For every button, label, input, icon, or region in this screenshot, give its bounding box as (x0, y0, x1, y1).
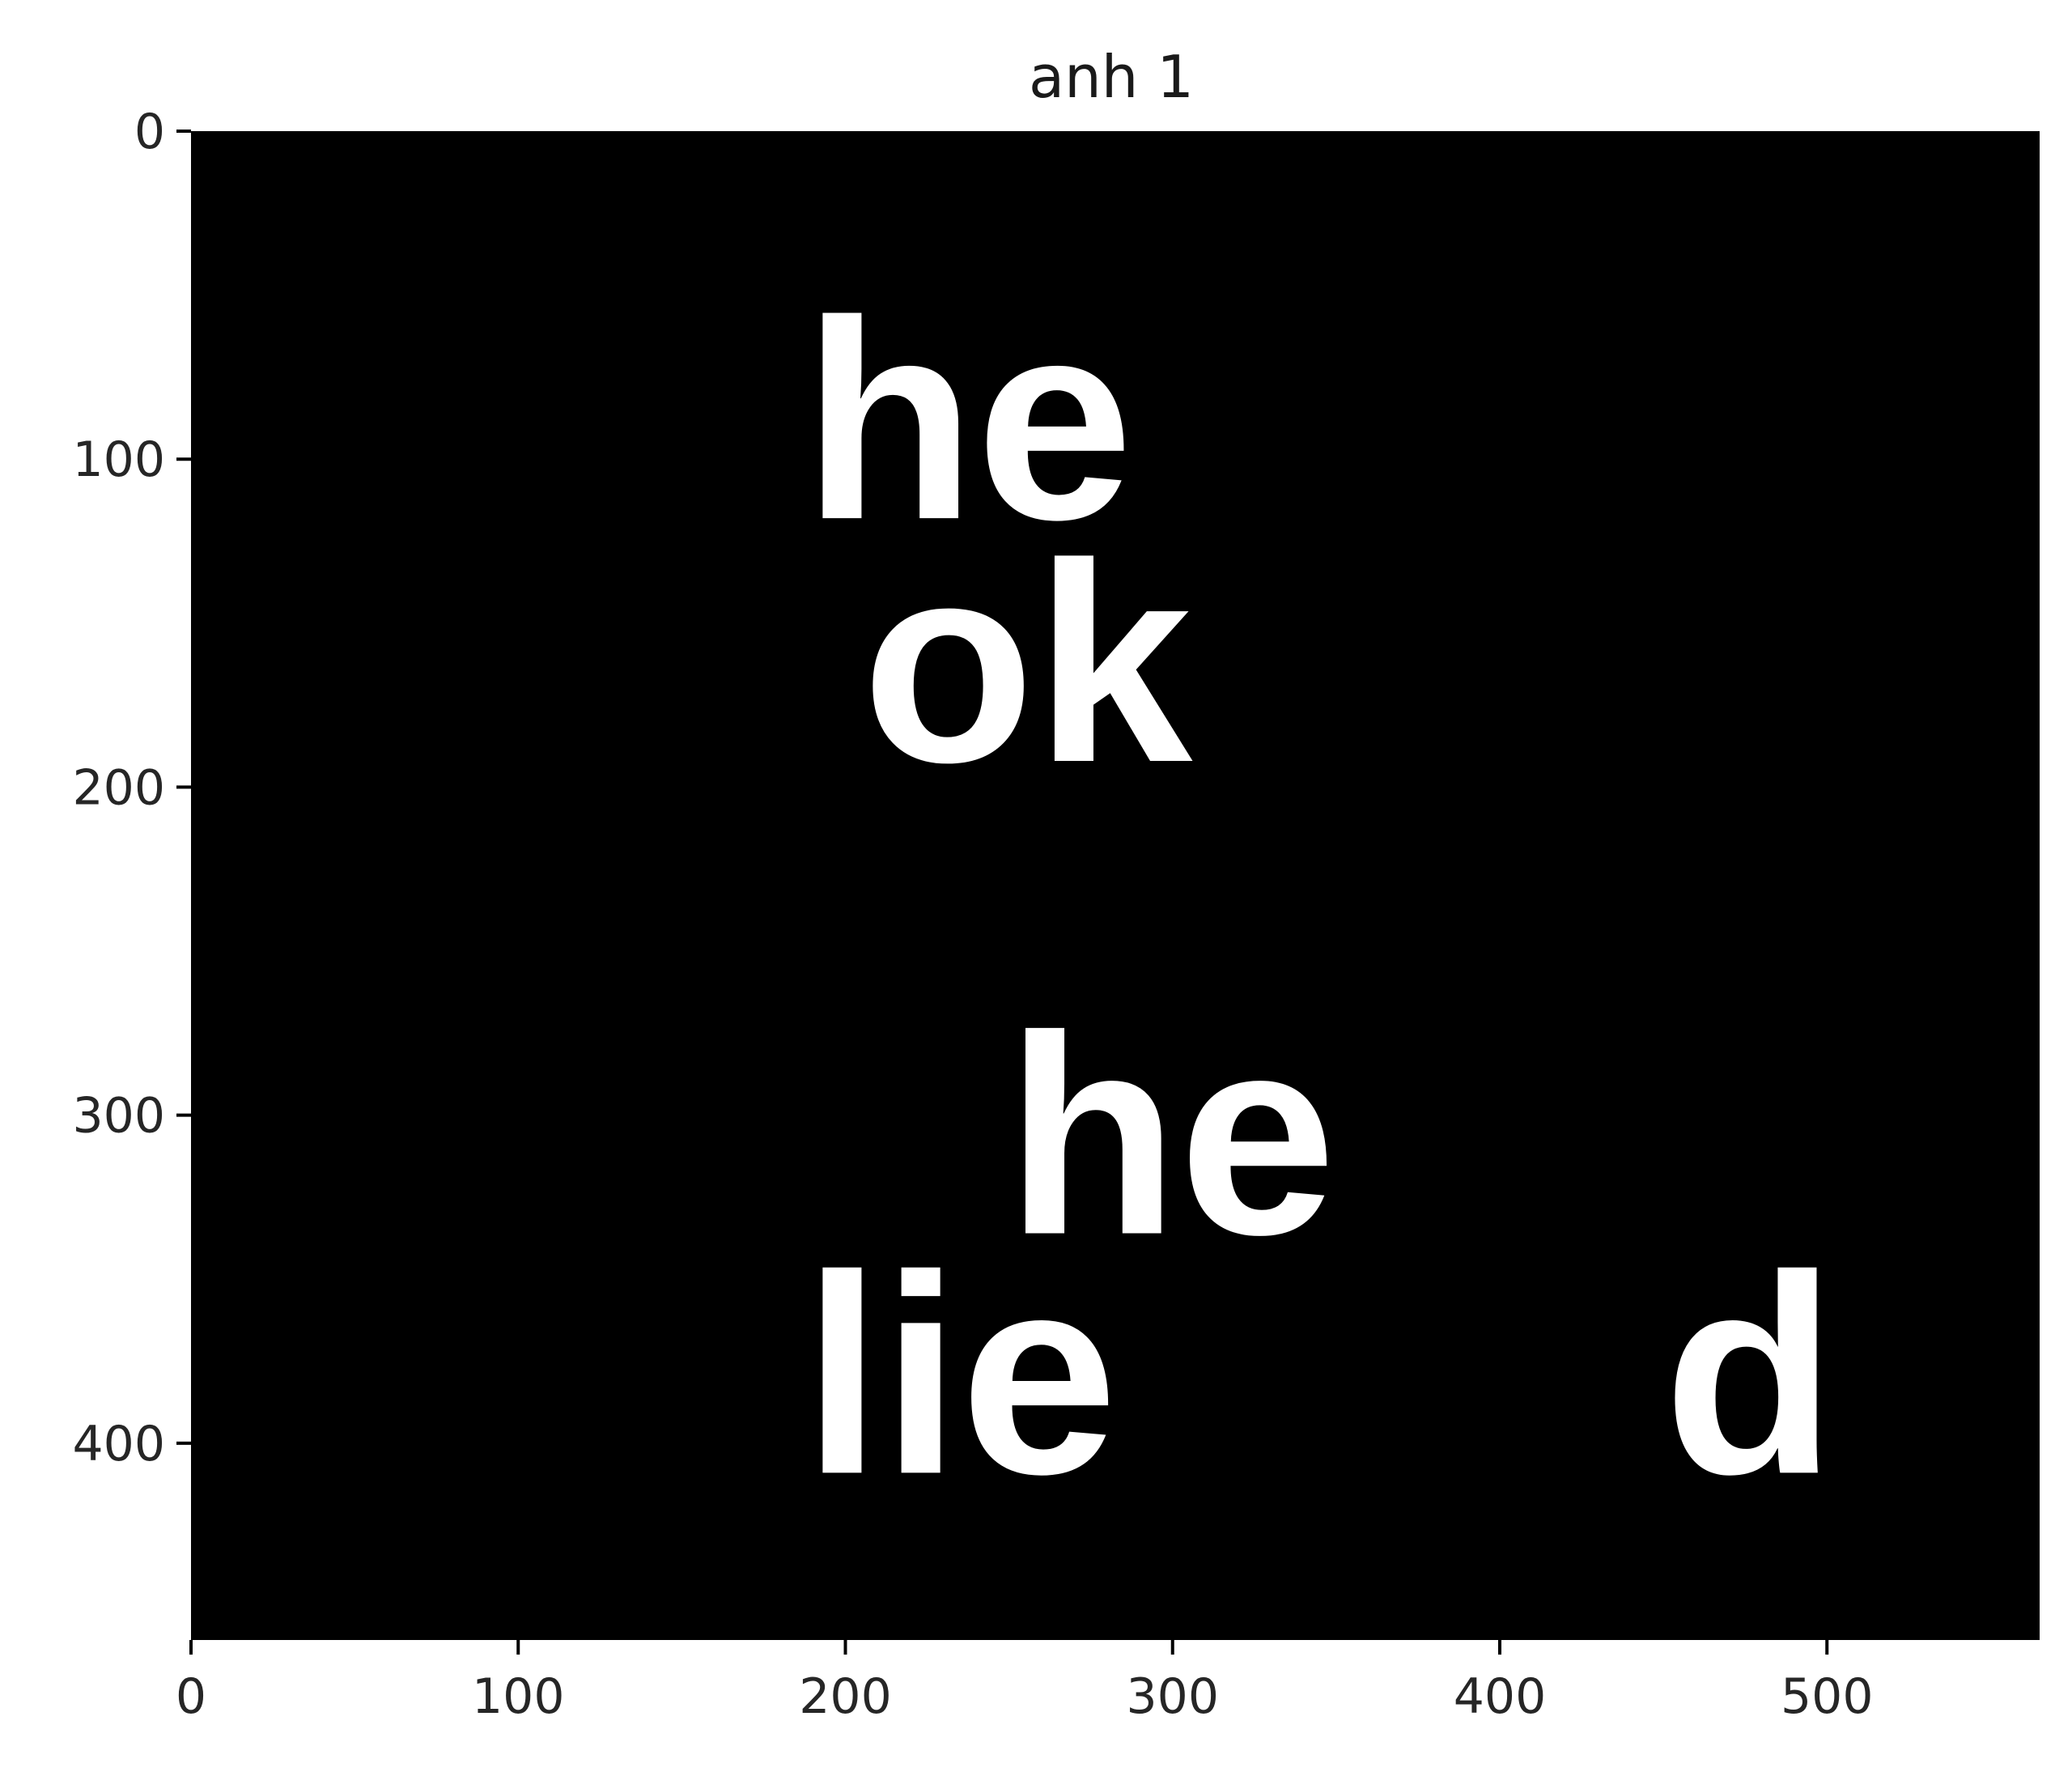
x-tick-label: 0 (176, 1668, 206, 1725)
image-word: lie (803, 1217, 1118, 1533)
y-tick-label: 100 (72, 431, 165, 488)
y-axis: 0 100 200 300 400 (72, 104, 191, 1472)
y-tick-label: 0 (134, 104, 165, 160)
y-tick-label: 400 (72, 1416, 165, 1472)
x-tick-label: 400 (1454, 1668, 1547, 1725)
x-axis: 0 100 200 300 400 500 (176, 1640, 1874, 1725)
x-tick-label: 500 (1781, 1668, 1874, 1725)
image-plot-area (191, 131, 2040, 1640)
y-tick-label: 200 (72, 759, 165, 816)
image-word: he (803, 262, 1133, 579)
image-word: he (1006, 978, 1336, 1294)
image-word: ok (862, 505, 1195, 822)
y-tick-label: 300 (72, 1088, 165, 1145)
x-tick-label: 200 (799, 1668, 892, 1725)
chart-title: anh 1 (1029, 43, 1194, 111)
image-word: d (1663, 1217, 1836, 1533)
x-tick-label: 300 (1126, 1668, 1219, 1725)
x-tick-label: 100 (472, 1668, 565, 1725)
